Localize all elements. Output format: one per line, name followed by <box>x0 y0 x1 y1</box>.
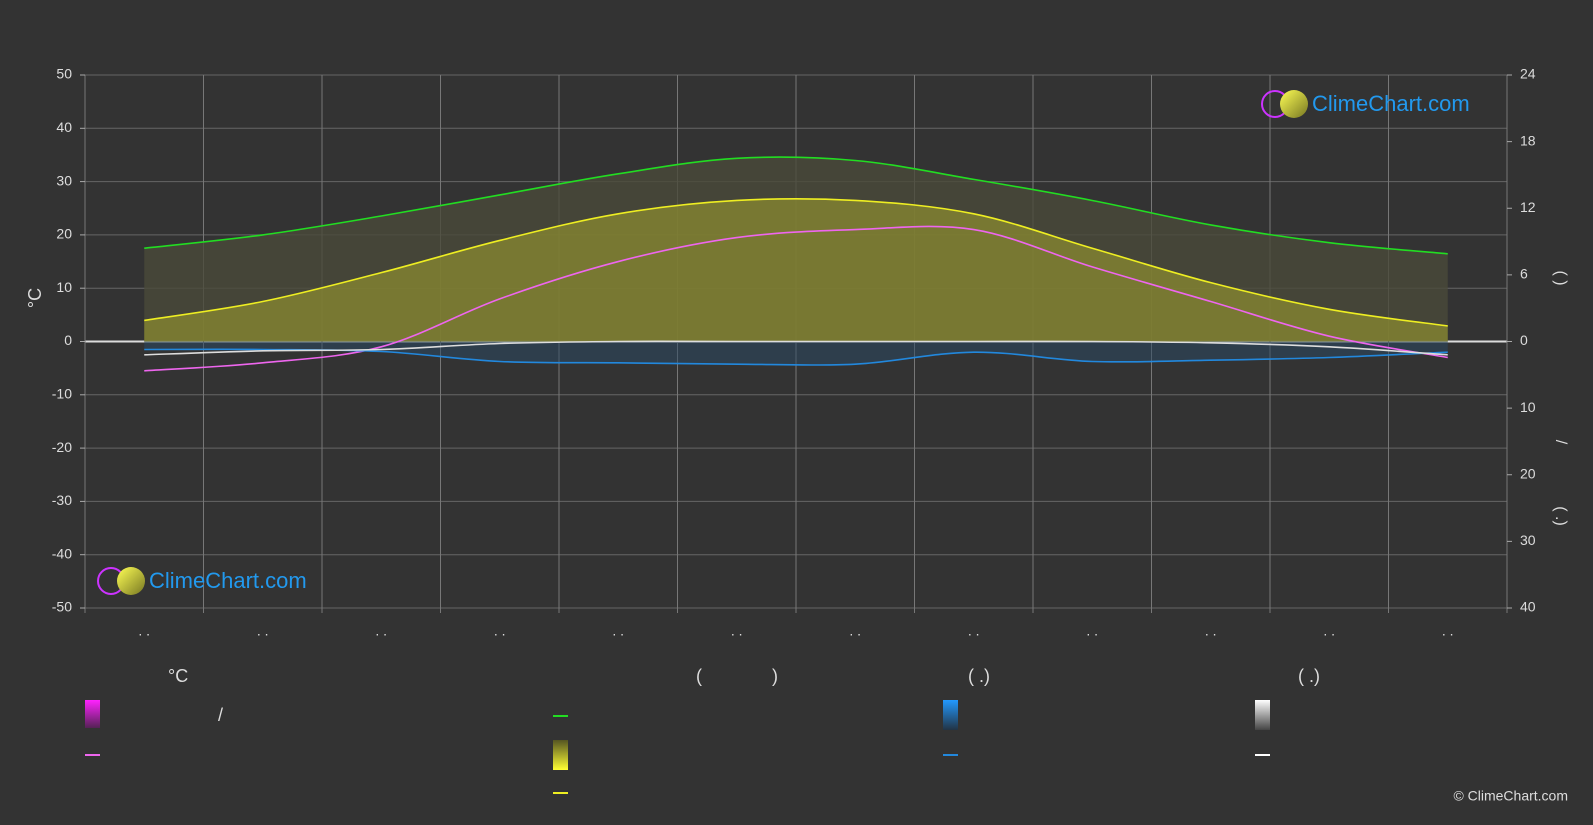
x-tick-label: . . <box>968 623 980 639</box>
y-tick-label: 0 <box>64 332 72 348</box>
y2-tick-label: 18 <box>1520 132 1536 148</box>
x-tick-label: . . <box>1086 623 1098 639</box>
y-tick-label: 40 <box>56 119 72 135</box>
x-tick-label: . . <box>849 623 861 639</box>
series-line <box>144 340 1448 356</box>
x-tick-label: . . <box>1323 623 1335 639</box>
y-tick-label: 20 <box>56 226 72 242</box>
y3-axis-label: / <box>1552 440 1569 445</box>
series-line <box>144 348 1448 366</box>
y-tick-label: -20 <box>52 439 72 455</box>
y2-tick-label: 6 <box>1520 266 1528 282</box>
logo-bottom: ClimeChart.com <box>97 567 307 595</box>
y3-tick-label: 30 <box>1520 532 1536 548</box>
legend-text: / <box>218 705 223 725</box>
legend-swatch <box>85 700 100 728</box>
legend-header: °C <box>168 666 188 686</box>
x-tick-label: . . <box>612 623 624 639</box>
legend-swatch <box>1255 700 1270 730</box>
watermark: ClimeChart.com <box>1312 91 1470 116</box>
series-line <box>144 198 1448 327</box>
logo-sun <box>1280 90 1308 118</box>
y3-axis-unit: ( .) <box>1552 506 1569 526</box>
y2-tick-label: 12 <box>1520 199 1536 215</box>
watermark: ClimeChart.com <box>149 568 307 593</box>
x-tick-label: . . <box>494 623 506 639</box>
y-tick-label: 50 <box>56 66 72 82</box>
y2-tick-label: 0 <box>1520 332 1528 348</box>
x-tick-label: . . <box>731 623 743 639</box>
legend-swatch <box>553 740 568 770</box>
legend-header: ) <box>772 666 778 686</box>
y-tick-label: 10 <box>56 279 72 295</box>
y-axis-label: °C <box>25 288 45 308</box>
y-tick-label: 30 <box>56 172 72 188</box>
legend-swatch <box>943 700 958 730</box>
y-tick-label: -10 <box>52 386 72 402</box>
y-tick-label: -30 <box>52 492 72 508</box>
y3-tick-label: 20 <box>1520 465 1536 481</box>
x-tick-label: . . <box>257 623 269 639</box>
logo-top: ClimeChart.com <box>1261 90 1470 118</box>
legend-header: ( .) <box>968 666 990 686</box>
series-area <box>144 198 1448 342</box>
x-tick-label: . . <box>1205 623 1217 639</box>
x-tick-label: . . <box>1442 623 1454 639</box>
x-tick-label: . . <box>138 623 150 639</box>
y2-axis-label: ( ) <box>1552 270 1569 285</box>
series-line <box>144 225 1448 372</box>
legend-header: ( .) <box>1298 666 1320 686</box>
x-tick-label: . . <box>375 623 387 639</box>
y3-tick-label: 10 <box>1520 399 1536 415</box>
logo-sun <box>117 567 145 595</box>
legend-header: ( <box>696 666 702 686</box>
y2-tick-label: 24 <box>1520 66 1536 82</box>
y3-tick-label: 40 <box>1520 599 1536 615</box>
y-tick-label: -50 <box>52 599 72 615</box>
y-tick-label: -40 <box>52 545 72 561</box>
credit: © ClimeChart.com <box>1453 788 1568 804</box>
series-line <box>144 156 1448 255</box>
